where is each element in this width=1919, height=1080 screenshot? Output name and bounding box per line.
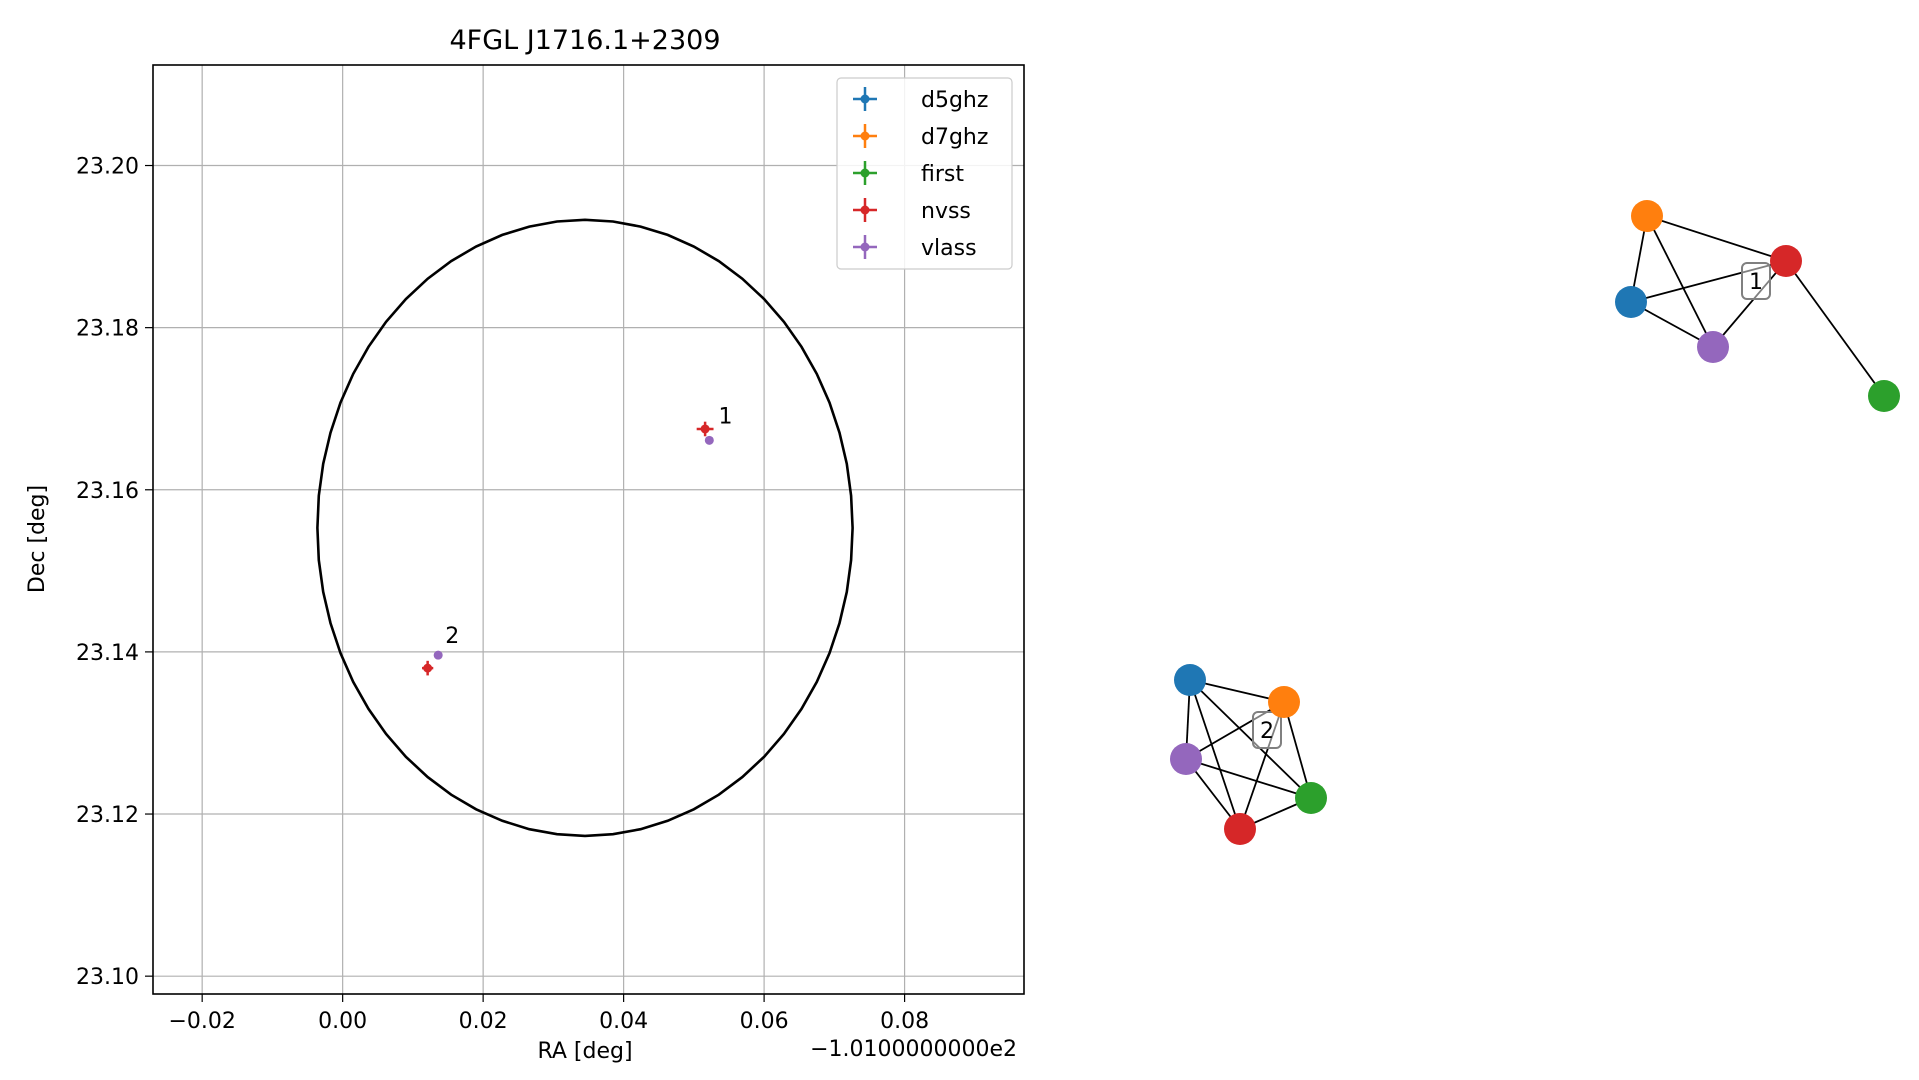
network-node-nvss [1224,813,1256,845]
uncertainty-ellipse [316,218,854,838]
point-marker [433,650,443,660]
data-points [422,421,714,676]
axes-frame [152,64,1025,995]
point-annotations: 12 [445,404,732,649]
network-node-d7ghz [1631,200,1663,232]
network-edge [1283,701,1312,799]
network-node-d5ghz [1174,664,1206,696]
legend-marker-dot [860,168,870,178]
network-nodes [1615,200,1900,412]
uncertainty-ellipse-layer [316,218,854,838]
legend-frame [836,77,1013,270]
x-axis-offset-label: −1.0100000000e2 [810,1037,1017,1062]
data-point-nvss [422,660,434,676]
legend-entry-d5ghz: d5ghz [853,87,988,113]
chart-title: 4FGL J1716.1+2309 [449,25,720,56]
annotation-label: 2 [445,624,459,649]
x-axis-label: RA [deg] [537,1039,632,1064]
data-point-nvss [696,421,714,437]
point-marker [700,424,710,434]
x-tick-label: 0.04 [599,1009,648,1034]
legend-label: vlass [921,236,977,261]
network-edge [1646,215,1714,348]
point-marker [423,663,433,673]
point-marker [704,435,714,445]
x-tick-label: 0.06 [740,1009,789,1034]
cluster-label-frame [1252,711,1282,749]
network-cluster-2: 2 [1170,664,1327,845]
network-edge [1189,679,1312,799]
network-node-d5ghz [1615,286,1647,318]
cluster-label-frame [1741,262,1771,300]
legend-entry-vlass: vlass [853,235,977,261]
y-axis-label: Dec [deg] [25,485,50,593]
x-tick-label: 0.02 [459,1009,508,1034]
legend-entry-d7ghz: d7ghz [853,124,988,150]
y-tick-label: 23.16 [76,479,139,504]
legend-entry-first: first [853,161,964,187]
data-point-vlass [433,650,443,660]
y-tick-label: 23.12 [76,803,139,828]
network-edge [1646,215,1787,262]
network-edge [1712,260,1787,348]
legend-marker-dot [860,205,870,215]
network-node-first [1295,782,1327,814]
y-tick-label: 23.20 [76,155,139,180]
network-edge [1189,679,1241,830]
grid [153,65,1024,994]
network-edge [1185,758,1312,799]
legend: d5ghz d7ghz first nvss vlass [836,77,1013,270]
network-panel: 12 [1170,200,1900,845]
network-edge [1785,260,1885,397]
legend-label: d7ghz [921,125,988,150]
network-node-nvss [1770,245,1802,277]
y-tick-label: 23.18 [76,317,139,342]
cluster-label-box: 2 [1252,711,1282,749]
annotation-label: 1 [718,404,732,429]
network-node-vlass [1697,331,1729,363]
y-ticks: 23.10 23.12 23.14 23.16 23.18 23.20 [76,155,153,990]
cluster-label-box: 1 [1741,262,1771,300]
legend-marker-dot [860,131,870,141]
y-tick-label: 23.14 [76,641,139,666]
x-tick-label: −0.02 [168,1009,235,1034]
legend-label: first [921,162,964,187]
network-node-first [1868,380,1900,412]
cluster-label: 1 [1749,270,1763,295]
x-tick-label: 0.08 [880,1009,929,1034]
legend-marker-dot [860,94,870,104]
network-nodes [1170,664,1327,845]
network-cluster-1: 1 [1615,200,1900,412]
y-tick-label: 23.10 [76,965,139,990]
network-edge [1189,679,1285,703]
legend-entry-nvss: nvss [853,198,971,224]
data-point-vlass [704,435,714,445]
x-tick-label: 0.00 [318,1009,367,1034]
x-ticks: −0.02 0.00 0.02 0.04 0.06 0.08 [168,994,929,1034]
legend-label: d5ghz [921,88,988,113]
cluster-label: 2 [1260,719,1274,744]
legend-marker-dot [860,242,870,252]
legend-label: nvss [921,199,971,224]
network-node-d7ghz [1268,686,1300,718]
network-node-vlass [1170,743,1202,775]
scatter-panel: 12 −0.02 0.00 0.02 0.04 0.06 0.08 23.1023.122… [25,25,1025,1064]
